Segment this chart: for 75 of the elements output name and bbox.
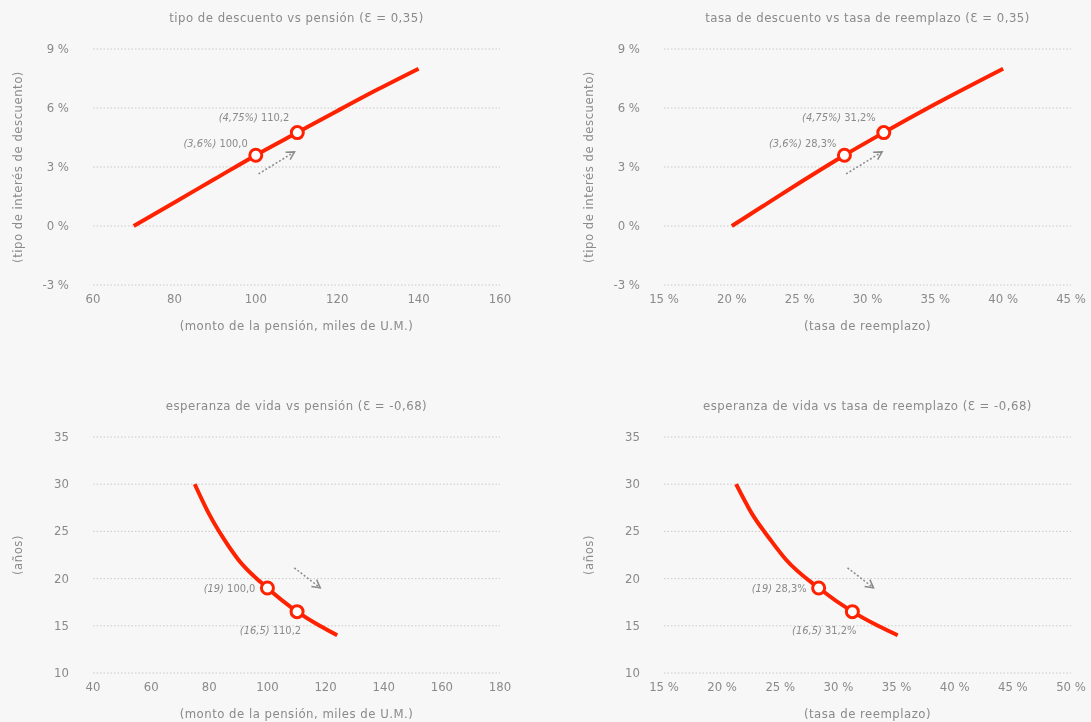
- y-tick-label: 35: [625, 429, 640, 444]
- y-tick-label: 20: [625, 570, 640, 586]
- annotation: (4,75%) 31,2%: [802, 110, 876, 124]
- x-tick-label: 80: [166, 291, 182, 306]
- x-tick-label: 20 %: [716, 291, 747, 306]
- x-tick-label: 30 %: [823, 679, 854, 694]
- chart-title: tipo de descuento vs pensión (Ɛ = 0,35): [169, 10, 424, 25]
- x-tick-label: 25 %: [784, 291, 815, 306]
- x-tick-label: 40 %: [939, 679, 970, 694]
- x-tick-label: 30 %: [852, 291, 883, 306]
- x-tick-label: 80: [201, 679, 217, 694]
- x-tick-label: 40: [85, 679, 101, 694]
- y-tick-label: 3 %: [617, 159, 640, 174]
- y-axis-title: (tipo de interés de descuento): [581, 71, 596, 263]
- x-tick-label: 60: [85, 291, 101, 306]
- chart-title: tasa de descuento vs tasa de reemplazo (Ɛ = 0,35): [705, 10, 1030, 25]
- x-axis-title: (monto de la pensión, miles de U.M.): [179, 706, 414, 721]
- y-tick-label: 30: [54, 476, 69, 492]
- annotation: (19) 28,3%: [751, 582, 807, 596]
- y-tick-label: 15: [625, 617, 640, 633]
- y-tick-label: 6 %: [46, 100, 69, 115]
- x-tick-label: 120: [314, 679, 337, 694]
- x-tick-label: 35 %: [920, 291, 951, 306]
- line-series: [729, 66, 1006, 228]
- x-tick-label: 40 %: [988, 291, 1019, 306]
- y-tick-label: 35: [54, 429, 69, 444]
- y-axis-title: (años): [581, 535, 596, 575]
- x-axis-title: (monto de la pensión, miles de U.M.): [179, 318, 414, 333]
- x-tick-label: 15 %: [649, 679, 679, 694]
- y-tick-label: 30: [625, 476, 640, 492]
- x-tick-label: 160: [488, 291, 512, 306]
- chart-title: esperanza de vida vs tasa de reemplazo (Ɛ = -0,68): [703, 398, 1032, 413]
- x-tick-label: 100: [256, 679, 279, 694]
- line-series: [131, 66, 421, 228]
- x-tick-label: 25 %: [765, 679, 796, 694]
- x-tick-label: 50 %: [1056, 679, 1086, 694]
- y-tick-label: 6 %: [617, 100, 640, 115]
- y-axis-title: (años): [10, 535, 25, 575]
- x-tick-label: 60: [143, 679, 159, 694]
- y-tick-label: -3 %: [613, 277, 640, 292]
- x-tick-label: 100: [244, 291, 267, 306]
- annotation: (4,75%) 110,2: [218, 110, 290, 124]
- x-tick-label: 45 %: [998, 679, 1028, 694]
- y-tick-label: 25: [54, 523, 69, 539]
- annotation: (16,5) 110,2: [239, 623, 302, 637]
- y-tick-label: 10: [625, 665, 640, 680]
- x-tick-label: 180: [488, 679, 512, 694]
- y-tick-label: 0 %: [46, 218, 69, 233]
- y-tick-label: 3 %: [46, 159, 69, 174]
- annotation: (16,5) 31,2%: [792, 623, 857, 637]
- annotation: (19) 100,0: [203, 582, 256, 596]
- annotation: (3,6%) 28,3%: [768, 137, 837, 151]
- y-tick-label: 10: [54, 665, 69, 680]
- x-tick-label: 15 %: [649, 291, 679, 306]
- x-tick-label: 160: [430, 679, 454, 694]
- y-tick-label: 15: [54, 617, 69, 633]
- y-tick-label: 0 %: [617, 218, 640, 233]
- y-tick-label: -3 %: [42, 277, 69, 292]
- annotation: (3,6%) 100,0: [183, 137, 248, 151]
- y-tick-label: 25: [625, 523, 640, 539]
- y-axis-title: (tipo de interés de descuento): [10, 71, 25, 263]
- line-series: [192, 482, 340, 638]
- x-tick-label: 20 %: [707, 679, 737, 694]
- chart-title: esperanza de vida vs pensión (Ɛ = -0,68): [165, 398, 428, 413]
- y-tick-label: 9 %: [617, 41, 640, 56]
- x-tick-label: 120: [326, 291, 349, 306]
- x-tick-label: 140: [407, 291, 430, 306]
- line-series: [734, 482, 900, 638]
- x-tick-label: 45 %: [1056, 291, 1086, 306]
- y-tick-label: 20: [54, 570, 69, 586]
- x-tick-label: 35 %: [881, 679, 912, 694]
- y-tick-label: 9 %: [46, 41, 69, 56]
- x-axis-title: (tasa de reemplazo): [803, 706, 932, 721]
- x-tick-label: 140: [372, 679, 395, 694]
- x-axis-title: (tasa de reemplazo): [803, 318, 932, 333]
